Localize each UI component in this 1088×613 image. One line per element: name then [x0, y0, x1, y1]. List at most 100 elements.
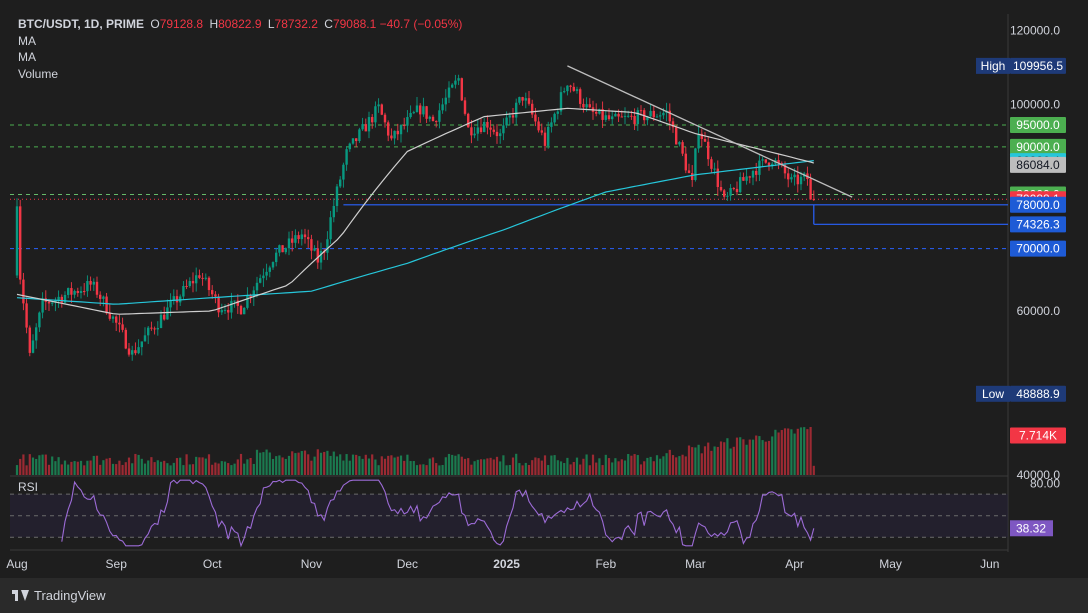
ma-long-line — [16, 160, 814, 305]
volume-bar — [156, 460, 159, 475]
candle-body — [540, 130, 543, 133]
candle-body — [499, 133, 502, 137]
volume-bar — [143, 463, 147, 475]
candle-body — [579, 89, 582, 104]
candle-body — [729, 188, 732, 196]
volume-bar — [457, 454, 460, 475]
volume-bar — [268, 452, 271, 475]
time-tick-label: Sep — [106, 557, 128, 571]
volume-bar — [246, 459, 249, 475]
candle-body — [582, 103, 585, 108]
volume-bar — [319, 452, 323, 475]
candle-body — [636, 110, 639, 125]
candle-body — [726, 195, 729, 197]
candle-body — [374, 106, 377, 123]
price-label-box — [1010, 240, 1066, 257]
volume-bar — [399, 455, 403, 475]
candle-body — [556, 111, 559, 114]
candle-body — [598, 109, 601, 114]
volume-bar — [367, 458, 371, 475]
candle-body — [687, 170, 691, 174]
candle-body — [675, 127, 678, 145]
volume-bar — [281, 457, 284, 475]
candle-body — [95, 281, 99, 295]
candle-body — [233, 300, 236, 302]
volume-bar — [67, 464, 70, 475]
candle-body — [67, 288, 70, 295]
tradingview-logo[interactable]: TradingView — [12, 588, 106, 603]
candle-body — [511, 115, 515, 118]
candle-body — [390, 135, 393, 139]
volume-bar — [441, 464, 444, 475]
candle-body — [348, 143, 351, 150]
volume-bar — [239, 453, 243, 475]
volume-bar — [131, 463, 134, 475]
rsi-line — [61, 479, 815, 548]
time-tick-label: Jun — [980, 557, 999, 571]
ma-legend-2[interactable]: MA — [18, 50, 36, 64]
brand-label: TradingView — [34, 588, 106, 603]
change-value: −40.7 (−0.05%) — [379, 17, 463, 31]
tradingview-logo-icon — [12, 590, 29, 601]
volume-bar — [412, 461, 415, 475]
candle-body — [15, 206, 19, 276]
volume-bar — [22, 454, 25, 475]
candle-body — [108, 313, 111, 319]
volume-bar — [35, 458, 38, 475]
candle-body — [767, 162, 771, 167]
candle-body — [611, 116, 614, 120]
volume-bar — [604, 454, 607, 475]
volume-legend[interactable]: Volume — [18, 66, 59, 81]
volume-bar — [764, 441, 767, 475]
volume-bar — [521, 465, 524, 475]
volume-bar — [537, 458, 540, 475]
volume-bar — [755, 435, 758, 475]
volume-bar — [444, 457, 447, 475]
ohlc-row: BTC/USDT, 1D, PRIME O79128.8 H80822.9 L7… — [18, 16, 462, 33]
candle-body — [521, 97, 524, 101]
volume-bar — [687, 445, 691, 475]
volume-bar — [185, 454, 188, 475]
volume-bar — [291, 451, 294, 475]
volume-bar — [329, 455, 332, 475]
volume-bar — [188, 464, 191, 475]
volume-bar — [390, 455, 393, 475]
volume-bar — [422, 464, 425, 475]
volume-bar — [223, 461, 227, 475]
volume-bar — [54, 461, 57, 475]
volume-bar — [76, 461, 79, 475]
price-label-text: 109956.5 — [1013, 59, 1063, 73]
candle-body — [409, 112, 412, 118]
candle-body — [137, 347, 140, 354]
volume-bar — [207, 454, 211, 475]
symbol-label[interactable]: BTC/USDT, 1D, PRIME — [18, 17, 145, 31]
candle-body — [659, 115, 662, 117]
ma-legend-1[interactable]: MA — [18, 33, 36, 48]
volume-bar — [595, 462, 598, 475]
volume-bar — [796, 428, 799, 475]
candle-body — [246, 295, 249, 308]
candle-body — [748, 176, 751, 178]
volume-bar — [300, 451, 303, 475]
volume-bar — [159, 461, 163, 475]
price-label-box — [1010, 117, 1066, 134]
candle-body — [393, 130, 396, 139]
volume-bar — [492, 459, 495, 475]
open-key: O — [150, 17, 160, 31]
candle-body — [543, 132, 547, 146]
candle-body — [278, 245, 281, 253]
volume-bar — [364, 454, 367, 475]
time-tick-label: Feb — [595, 557, 616, 571]
candle-body — [630, 115, 633, 117]
candle-body — [191, 281, 195, 284]
volume-bar — [476, 459, 479, 475]
candle-body — [38, 312, 41, 328]
volume-bar — [380, 456, 383, 475]
volume-bar — [121, 464, 124, 475]
volume-bar — [303, 450, 307, 475]
rsi-title[interactable]: RSI — [18, 480, 39, 494]
volume-bar — [460, 456, 463, 475]
volume-bar — [649, 456, 652, 475]
candle-body — [332, 205, 335, 218]
